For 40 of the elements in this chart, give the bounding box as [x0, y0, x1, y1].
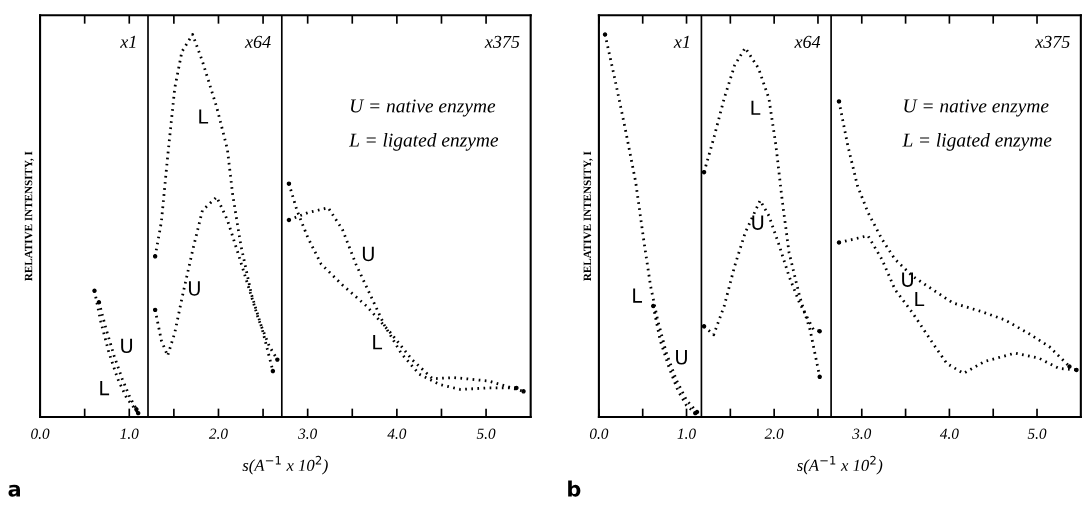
annotation: U = native enzyme: [904, 99, 1049, 117]
series-label: L: [633, 288, 643, 303]
series-label: U: [362, 246, 374, 262]
x-tick-label: 0.0: [31, 428, 50, 439]
x-tick-label: 5.0: [476, 428, 496, 439]
series-label: U: [676, 350, 687, 365]
series-label: L: [915, 291, 925, 307]
annotation: x64: [244, 35, 271, 48]
y-axis-title: RELATIVE INTENSITY, I: [583, 151, 593, 281]
text: a: [8, 484, 20, 497]
x-tick-label: 4.0: [387, 428, 407, 439]
x-tick-label: 2.0: [764, 428, 784, 439]
annotation: x375: [484, 35, 520, 48]
series-label: L: [373, 335, 383, 350]
annotation: x1: [673, 35, 689, 48]
annotation: L = ligated enzyme: [348, 133, 499, 151]
series-label: U: [902, 272, 913, 287]
annotation: U = native enzyme: [350, 99, 496, 117]
annotation: x1: [120, 35, 136, 48]
x-tick-label: 4.0: [939, 428, 959, 439]
series-label: U: [121, 338, 133, 354]
annotation: L = ligated enzyme: [902, 133, 1052, 151]
series-label: L: [100, 381, 110, 396]
series-label: U: [752, 215, 764, 230]
text: b: [568, 480, 581, 497]
series-label: L: [751, 100, 761, 115]
x-tick-label: 1.0: [120, 428, 139, 439]
x-axis-title: s(A$^{−1}$ x 10$^{2}$): [796, 455, 883, 475]
x-tick-label: 3.0: [852, 428, 872, 439]
x-tick-label: 3.0: [298, 428, 318, 439]
x-tick-label: 5.0: [1027, 428, 1047, 439]
annotation: x375: [1035, 35, 1070, 48]
annotation: x64: [794, 35, 821, 48]
x-tick-label: 1.0: [677, 428, 696, 439]
x-axis-title: s(A$^{−1}$ x 10$^{2}$): [242, 455, 328, 475]
x-tick-label: 2.0: [208, 428, 228, 439]
x-tick-label: 0.0: [589, 428, 609, 439]
y-axis-title: RELATIVE INTENSITY, I: [24, 151, 34, 281]
series-label: L: [199, 109, 209, 124]
series-label: U: [188, 281, 200, 296]
